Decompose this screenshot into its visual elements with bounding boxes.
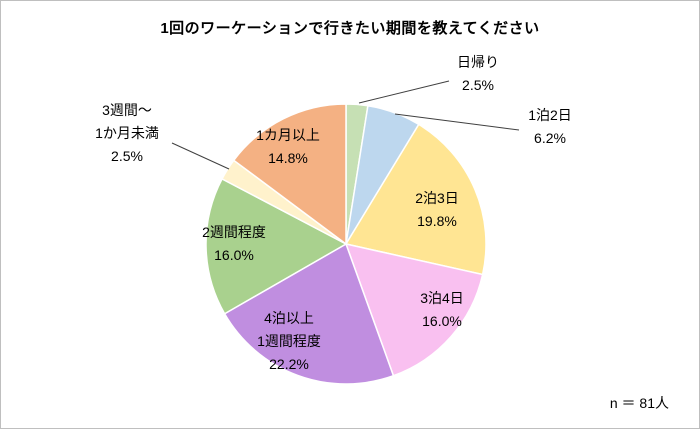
pie-slice-7 (232, 103, 347, 246)
slice-label-4nights-1week-pct: 22.2% (269, 356, 309, 372)
sample-size-note: n ＝ 81人 (609, 395, 669, 411)
pie-slices (205, 103, 487, 385)
pie-slice-5 (205, 177, 348, 315)
chart-title: 1回のワーケーションで行きたい期間を教えてください (160, 20, 540, 37)
leader-lines (171, 80, 520, 170)
slice-label-2weeks-name: 2週間程度 (202, 224, 266, 240)
slice-label-3nights4days: 3泊4日 16.0% (420, 287, 464, 333)
leader-line-3weeks (171, 142, 230, 170)
slice-label-3weeks-1month-line1: 3週間～ (102, 102, 152, 118)
slice-label-4nights-1week-line1: 4泊以上 (264, 310, 314, 326)
slice-label-4nights-1week: 4泊以上 1週間程度 22.2% (257, 307, 321, 376)
slice-label-day-trip-name: 日帰り (457, 54, 499, 70)
slice-label-2weeks: 2週間程度 16.0% (202, 221, 266, 267)
leader-line-1night2days (394, 113, 520, 131)
slice-label-1night2days-pct: 6.2% (534, 130, 566, 146)
slice-label-day-trip-pct: 2.5% (462, 77, 494, 93)
slice-label-3weeks-1month-line2: 1か月未満 (95, 125, 159, 141)
leader-line-day-trip (358, 80, 450, 104)
slice-label-3weeks-1month: 3週間～ 1か月未満 2.5% (95, 99, 159, 168)
pie-slice-4 (223, 242, 395, 385)
slice-label-1month-plus-pct: 14.8% (268, 150, 308, 166)
slice-label-day-trip: 日帰り 2.5% (457, 51, 499, 97)
pie-slice-3 (344, 242, 484, 377)
slice-label-2nights3days-pct: 19.8% (417, 213, 457, 229)
slice-label-4nights-1week-line2: 1週間程度 (257, 333, 321, 349)
slice-label-1month-plus-name: 1カ月以上 (256, 127, 320, 143)
slice-label-1night2days-name: 1泊2日 (528, 107, 572, 123)
slice-label-2nights3days: 2泊3日 19.8% (415, 187, 459, 233)
slice-label-3nights4days-pct: 16.0% (422, 313, 462, 329)
slice-label-3weeks-1month-pct: 2.5% (111, 148, 143, 164)
slice-label-1night2days: 1泊2日 6.2% (528, 104, 572, 150)
slice-label-2weeks-pct: 16.0% (214, 247, 254, 263)
slice-label-3nights4days-name: 3泊4日 (420, 290, 464, 306)
slice-label-2nights3days-name: 2泊3日 (415, 190, 459, 206)
pie-slice-2 (344, 123, 487, 276)
slice-label-1month-plus: 1カ月以上 14.8% (256, 124, 320, 170)
